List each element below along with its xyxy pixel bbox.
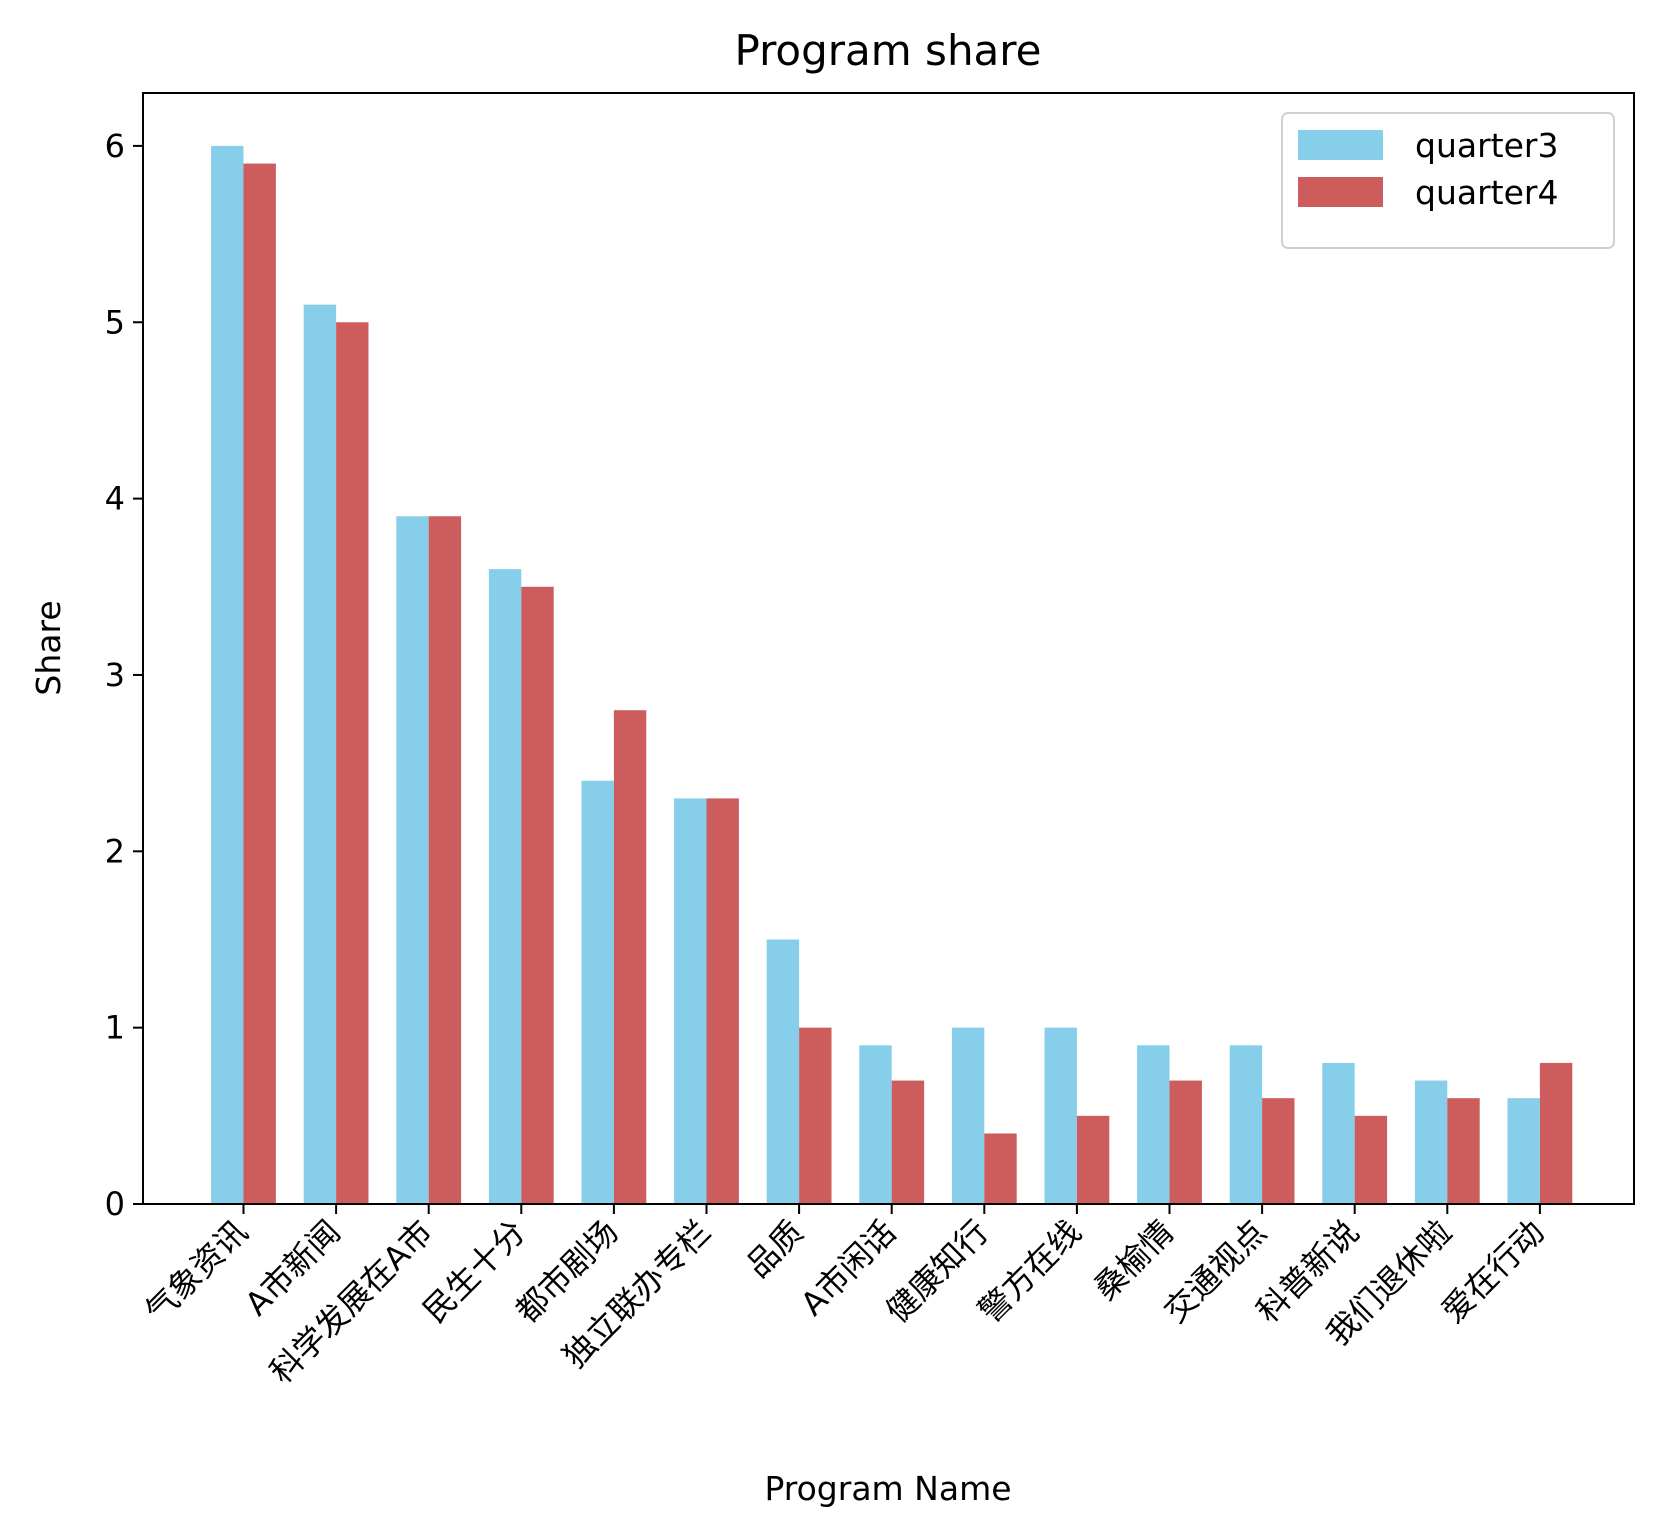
y-tick-label: 4 <box>105 480 125 518</box>
bar-quarter3-10 <box>1137 1045 1170 1204</box>
bar-quarter3-0 <box>211 145 244 1204</box>
bar-quarter3-7 <box>859 1045 892 1204</box>
bar-quarter4-8 <box>984 1133 1017 1204</box>
bar-quarter3-1 <box>303 304 337 1204</box>
bar-quarter3-6 <box>766 939 800 1204</box>
bar-quarter4-2 <box>428 516 462 1204</box>
plot-frame <box>142 92 1635 1205</box>
bar-quarter4-13 <box>1447 1098 1480 1204</box>
x-tick-label: 健康知行 <box>879 1213 996 1330</box>
chart-title: Program share <box>735 26 1042 75</box>
bar-quarter4-9 <box>1076 1115 1110 1204</box>
bar-quarter3-2 <box>396 516 429 1204</box>
bar-quarter4-1 <box>336 322 369 1204</box>
bar-quarter4-6 <box>799 1027 832 1204</box>
y-tick-label: 1 <box>105 1009 125 1047</box>
y-tick-label: 0 <box>105 1185 125 1223</box>
bar-quarter4-10 <box>1169 1080 1202 1204</box>
bar-quarter4-7 <box>891 1080 925 1204</box>
bar-quarter3-3 <box>488 569 522 1204</box>
bar-quarter3-9 <box>1044 1027 1077 1204</box>
legend-label-quarter4: quarter4 <box>1415 173 1558 212</box>
y-axis: 0 1 2 3 4 5 6 <box>105 127 143 1223</box>
bar-quarter4-12 <box>1354 1115 1388 1204</box>
bars-group <box>211 145 1573 1204</box>
legend-swatch-quarter4 <box>1298 177 1383 207</box>
bar-quarter3-4 <box>581 780 614 1204</box>
bar-quarter4-14 <box>1539 1062 1573 1204</box>
bar-quarter3-14 <box>1507 1098 1540 1204</box>
x-tick-label: 气象资讯 <box>138 1213 255 1330</box>
bar-quarter3-13 <box>1414 1080 1448 1204</box>
x-tick-label: 民生十分 <box>416 1213 533 1330</box>
bar-quarter4-0 <box>243 163 276 1204</box>
x-tick-label: 交通视点 <box>1156 1213 1273 1330</box>
x-tick-label: 爱在行动 <box>1434 1213 1551 1330</box>
bar-quarter3-8 <box>951 1027 985 1204</box>
legend-label-quarter3: quarter3 <box>1415 126 1558 165</box>
bar-quarter3-12 <box>1322 1062 1355 1204</box>
y-tick-label: 3 <box>105 656 125 694</box>
x-axis-label: Program Name <box>764 1469 1011 1508</box>
x-tick-label: 警方在线 <box>971 1213 1088 1330</box>
bar-quarter4-5 <box>706 798 739 1204</box>
bar-quarter4-4 <box>613 710 647 1204</box>
y-tick-label: 6 <box>105 127 125 165</box>
bar-quarter4-11 <box>1262 1098 1295 1204</box>
x-tick-label: 品质 <box>739 1213 811 1285</box>
bar-quarter3-11 <box>1229 1045 1263 1204</box>
y-tick-label: 5 <box>105 303 125 341</box>
y-axis-label: Share <box>29 600 68 695</box>
legend: quarter3 quarter4 <box>1281 112 1615 249</box>
x-tick-label: 科学发展在A市 <box>262 1213 440 1391</box>
bar-quarter3-5 <box>674 798 707 1204</box>
y-tick-label: 2 <box>105 832 125 870</box>
bar-quarter4-3 <box>521 586 554 1204</box>
legend-swatch-quarter3 <box>1298 130 1383 160</box>
